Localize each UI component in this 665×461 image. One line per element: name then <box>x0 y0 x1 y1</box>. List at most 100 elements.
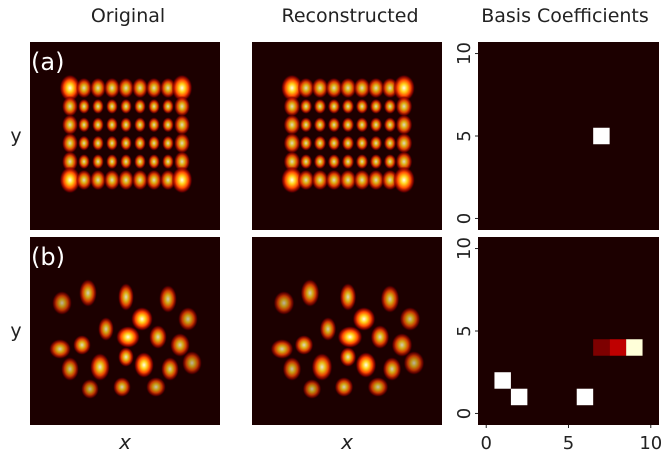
mode-lobe <box>303 379 322 399</box>
mode-image <box>252 42 442 230</box>
mode-lobe <box>90 78 106 99</box>
mode-lobe <box>356 136 368 151</box>
coefficient-cell <box>577 389 593 405</box>
mode-lobe <box>81 379 99 399</box>
mode-lobe <box>356 117 368 132</box>
mode-lobe <box>78 99 90 114</box>
mode-lobe <box>104 170 120 191</box>
mode-lobe <box>73 335 91 355</box>
mode-lobe <box>340 283 357 311</box>
coefficient-cell <box>610 339 626 355</box>
x-tick-label: 0 <box>481 433 492 454</box>
mode-lobe <box>314 136 326 151</box>
mode-lobe <box>146 170 162 191</box>
mode-lobe <box>78 136 90 151</box>
mode-lobe <box>337 326 362 348</box>
mode-lobe <box>120 99 132 114</box>
x-tick-label: 5 <box>563 433 574 454</box>
mode-lobe <box>98 317 114 341</box>
mode-lobe <box>342 99 354 114</box>
mode-lobe <box>106 136 118 151</box>
mode-lobe <box>162 117 174 132</box>
mode-lobe <box>384 99 396 114</box>
mode-lobe <box>384 117 396 132</box>
mode-lobe <box>178 307 198 331</box>
y-tick-label: 5 <box>454 325 475 336</box>
mode-lobe <box>132 78 148 99</box>
mode-lobe <box>328 117 340 132</box>
mode-lobe <box>79 279 97 307</box>
figure: Original Reconstructed Basis Coefficient… <box>0 0 665 457</box>
mode-lobe <box>284 133 301 154</box>
mode-lobe <box>92 117 104 132</box>
mode-lobe <box>134 136 146 151</box>
mode-lobe <box>134 99 146 114</box>
mode-lobe <box>146 78 162 99</box>
mode-lobe <box>78 117 90 132</box>
mode-lobe <box>118 78 134 99</box>
mode-lobe <box>182 351 202 375</box>
mode-lobe <box>174 114 190 135</box>
panel-label: (b) <box>31 243 65 271</box>
mode-lobe <box>300 99 312 114</box>
mode-lobe <box>174 133 190 154</box>
heatmap-background <box>478 237 659 425</box>
mode-lobe <box>172 167 193 194</box>
mode-lobe <box>146 377 166 397</box>
mode-lobe <box>118 347 134 367</box>
mode-lobe <box>356 352 377 378</box>
panel-label: (a) <box>31 48 64 76</box>
mode-lobe <box>104 78 120 99</box>
mode-lobe <box>356 154 368 169</box>
mode-lobe <box>342 136 354 151</box>
mode-lobe <box>335 377 354 397</box>
mode-lobe <box>131 307 153 331</box>
mode-lobe <box>270 339 293 359</box>
mode-lobe <box>106 154 118 169</box>
mode-lobe <box>284 114 301 135</box>
mode-lobe <box>120 117 132 132</box>
mode-lobe <box>328 99 340 114</box>
mode-lobe <box>314 154 326 169</box>
coefficient-cell <box>494 372 510 388</box>
mode-lobe <box>90 353 110 381</box>
mode-lobe <box>368 377 389 397</box>
mode-lobe <box>106 117 118 132</box>
coefficient-cell <box>593 339 609 355</box>
mode-lobe <box>61 357 79 381</box>
mode-lobe <box>370 154 382 169</box>
mode-lobe <box>314 99 326 114</box>
mode-lobe <box>149 325 167 349</box>
mode-lobe <box>300 154 312 169</box>
mode-lobe <box>148 117 160 132</box>
mode-lobe <box>162 154 174 169</box>
mode-lobe <box>300 117 312 132</box>
mode-lobe <box>132 170 148 191</box>
mode-lobe <box>62 133 78 154</box>
mode-lobe <box>76 78 92 99</box>
mode-lobe <box>328 136 340 151</box>
y-axis-label: y <box>10 125 21 147</box>
mode-lobe <box>162 136 174 151</box>
coefficient-cell <box>511 389 527 405</box>
mode-lobe <box>159 285 177 313</box>
mode-lobe <box>134 154 146 169</box>
mode-lobe <box>62 114 78 135</box>
x-axis-label: x <box>118 430 131 454</box>
heatmap-background <box>478 42 659 230</box>
mode-lobe <box>295 335 314 355</box>
mode-lobe <box>134 352 154 378</box>
y-tick-label: 5 <box>454 130 475 141</box>
column-title: Original <box>91 5 165 27</box>
mode-image <box>252 237 442 425</box>
y-axis-label: y <box>10 320 21 342</box>
mode-lobe <box>118 170 134 191</box>
mode-lobe <box>314 117 326 132</box>
x-tick-label: 10 <box>639 433 662 454</box>
mode-lobe <box>174 96 190 117</box>
mode-lobe <box>371 325 390 349</box>
mode-lobe <box>340 347 357 367</box>
mode-lobe <box>370 99 382 114</box>
mode-lobe <box>49 339 71 359</box>
mode-lobe <box>342 117 354 132</box>
